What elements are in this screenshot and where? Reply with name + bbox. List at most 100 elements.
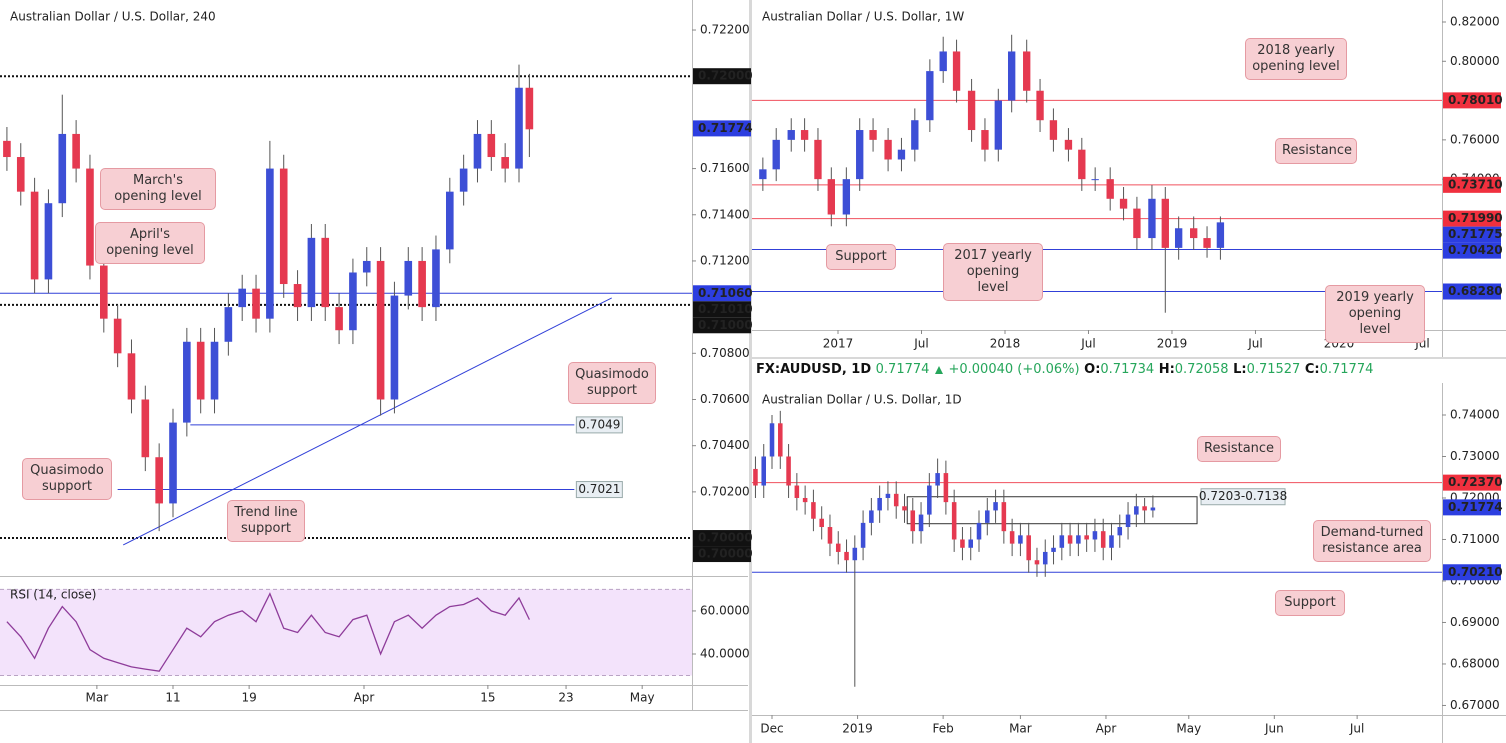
trend-line [122, 297, 612, 546]
callout: Support [1275, 590, 1345, 616]
candle-body [390, 295, 399, 400]
candle-body [1036, 90, 1044, 121]
price-label-box [693, 530, 751, 547]
x-tick-label: Apr [354, 691, 375, 705]
candle-body [819, 518, 824, 528]
candle-body [952, 51, 961, 91]
candle-body [141, 399, 150, 458]
candle-body [1106, 179, 1114, 199]
level-label-box [575, 481, 623, 499]
candle-body [772, 139, 780, 170]
x-tick-label: Mar [86, 691, 109, 705]
candle-body [362, 260, 371, 273]
candle-body [1148, 198, 1156, 239]
candle-body [869, 510, 874, 523]
candle-body [1064, 139, 1073, 150]
price-label: 0.71000 [698, 318, 753, 332]
callout: Demand-turned resistance area [1313, 520, 1431, 562]
candle-body [902, 506, 907, 511]
rsi-band [0, 589, 692, 676]
callout: April's opening level [95, 222, 205, 264]
x-tick-label: Jul [1349, 722, 1364, 736]
x-tick-label: Jun [1264, 722, 1284, 736]
candle-body [335, 307, 343, 331]
y-tick-label: 0.70600 [700, 392, 750, 406]
candle-body [99, 265, 108, 319]
candle-body [1134, 506, 1139, 515]
candle-body [910, 510, 916, 532]
candle-body [1049, 120, 1058, 140]
candle-body [994, 100, 1002, 150]
candle-body [418, 260, 426, 308]
candle-body [827, 179, 835, 215]
price-label: 0.72370 [1448, 475, 1503, 489]
ohlc-value: 0.72058 [1174, 362, 1229, 377]
candle-body [293, 284, 302, 308]
candle-body [515, 87, 523, 169]
y-tick-label: 0.68000 [1450, 656, 1500, 670]
candle-body [266, 168, 274, 319]
y-tick-label: 0.74000 [1450, 407, 1500, 421]
x-tick-label: Mar [1009, 722, 1032, 736]
y-tick-label: 0.71600 [700, 161, 750, 175]
candle-body [238, 288, 247, 308]
candle-body [951, 502, 957, 540]
candle-body [1091, 179, 1099, 181]
callout: March's opening level [100, 168, 216, 210]
candle-body [1042, 551, 1048, 565]
price-label: 0.71060 [698, 286, 753, 300]
price-label-box [1443, 176, 1501, 193]
info-bar: FX:AUDUSD, 1D 0.71774 +0.00040 (+0.06%) … [756, 362, 1373, 377]
x-tick-label: Apr [1096, 722, 1117, 736]
price-label: 0.70210 [1448, 565, 1503, 579]
candle-body [1190, 228, 1198, 239]
candle-body [993, 502, 998, 511]
x-tick-label: 2019 [842, 722, 873, 736]
price-label: 0.78010 [1448, 93, 1503, 107]
y-tick-label: 0.73000 [1450, 449, 1500, 463]
x-tick-label: 15 [480, 691, 495, 705]
price-label: 0.71774 [1448, 500, 1503, 514]
candle-body [1023, 51, 1031, 91]
candle-body [1150, 507, 1156, 511]
candle-body [1059, 535, 1065, 548]
plot-area [0, 588, 692, 677]
candle-body [927, 485, 932, 515]
x-tick-label: Jul [913, 337, 928, 351]
price-label-box [693, 285, 751, 302]
y-tick-label: 0.70400 [700, 438, 750, 452]
y-tick-label: 0.82000 [1450, 15, 1500, 29]
candle-body [960, 539, 965, 548]
candle-body [787, 130, 795, 140]
candle-body [1018, 535, 1023, 544]
candle-body [967, 90, 976, 131]
price-label: 0.71775 [1448, 227, 1503, 241]
candle-body [1067, 535, 1073, 544]
callout: 2017 yearly opening level [943, 243, 1043, 301]
price-label: 0.73710 [1448, 177, 1503, 191]
candle-body [844, 551, 849, 561]
price-label-box [693, 68, 751, 85]
price-label: 0.71010 [698, 302, 753, 316]
candle-body [44, 203, 53, 280]
ohlc-label: H: [1158, 362, 1175, 377]
candle-body [1092, 531, 1098, 540]
candle-body [487, 133, 496, 158]
y-tick-label: 0.71400 [700, 207, 750, 221]
candle-body [473, 133, 482, 169]
candle-body [1034, 560, 1040, 565]
candle-body [1133, 208, 1141, 239]
candle-body [918, 514, 924, 532]
y-tick-label: 40.0000 [700, 646, 750, 660]
candle-body [884, 139, 892, 160]
ohlc-label: C: [1304, 362, 1320, 377]
candle-body [1117, 527, 1123, 536]
candle-body [893, 493, 899, 507]
price-label-box [1443, 283, 1501, 300]
price-label-box [693, 120, 751, 137]
candle-body [1119, 198, 1128, 209]
candle-body [761, 456, 767, 486]
y-tick-label: 0.71200 [700, 253, 750, 267]
